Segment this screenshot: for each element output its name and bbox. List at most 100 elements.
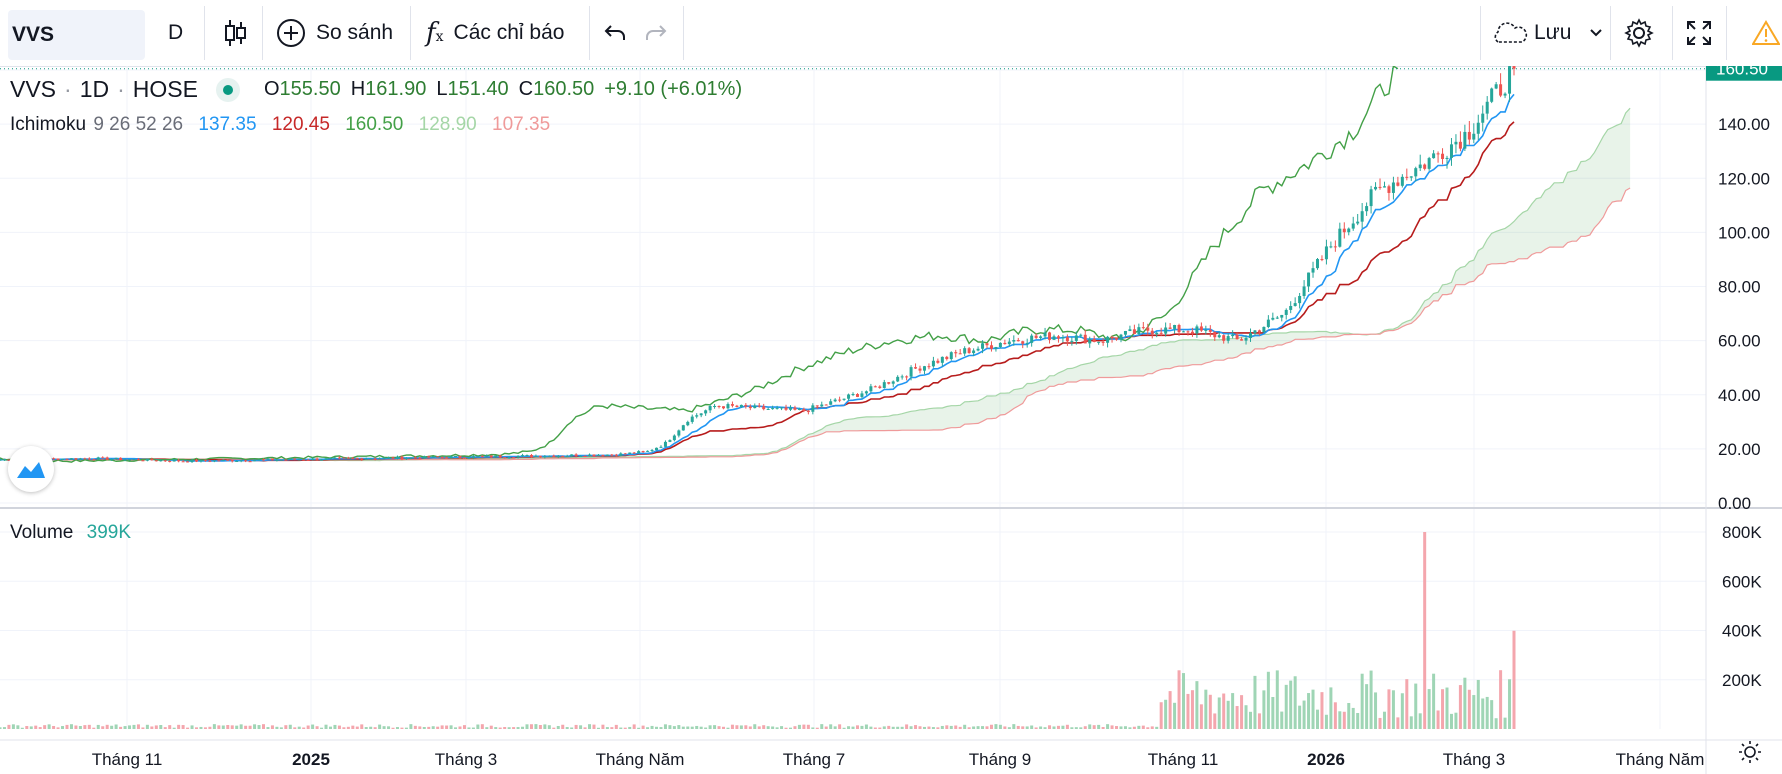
candle-body — [1043, 332, 1047, 337]
volume-bar — [677, 725, 681, 729]
low-value: 151.40 — [447, 78, 509, 100]
volume-bar — [391, 727, 395, 729]
volume-bar — [565, 727, 569, 729]
volume-bar — [538, 725, 542, 729]
volume-bar — [918, 726, 922, 729]
volume-bar — [485, 727, 489, 729]
candle-body — [641, 451, 645, 453]
volume-bar — [1280, 711, 1284, 729]
volume-bar — [914, 725, 918, 729]
volume-bar — [1307, 693, 1311, 729]
volume-bar — [177, 724, 181, 729]
volume-bar — [824, 726, 828, 729]
volume-bar — [1249, 711, 1253, 729]
chart-settings-sun-icon[interactable] — [1738, 740, 1762, 769]
top-toolbar: VVS D So sánh fx Các chỉ báo Lưu — [0, 0, 1782, 67]
volume-bar — [29, 726, 33, 729]
candle-body — [1128, 329, 1132, 331]
ichimoku-legend[interactable]: Ichimoku 9 26 52 26 137.35 120.45 160.50… — [10, 114, 550, 136]
volume-bar — [1204, 689, 1208, 729]
candle-body — [324, 458, 328, 460]
volume-bar — [905, 724, 909, 729]
volume-value: 399K — [86, 522, 132, 543]
volume-bar — [404, 727, 408, 729]
price-chart[interactable]: 0.00 20.00 40.00 60.00 80.00 100.00 120.00 140.… — [0, 66, 1782, 774]
candle-body — [1141, 327, 1145, 329]
candle-body — [565, 455, 569, 457]
volume-bar — [1351, 707, 1355, 729]
volume-bar — [489, 725, 493, 729]
volume-bar — [0, 727, 2, 729]
volume-bar — [1070, 727, 1074, 729]
interval-button[interactable]: D — [168, 0, 183, 66]
market-status-icon[interactable] — [215, 77, 240, 102]
volume-bar — [1257, 713, 1261, 729]
candle-body — [1150, 330, 1154, 335]
volume-bar — [632, 724, 636, 729]
volume-bar — [963, 724, 967, 729]
candle-body — [123, 459, 127, 461]
price-tick-label: 80.00 — [1718, 278, 1761, 297]
candle-body — [1177, 324, 1181, 333]
candle-body — [507, 457, 511, 459]
candlestick-chart-type-icon[interactable] — [222, 0, 248, 66]
candle-body — [887, 382, 891, 384]
candle-body — [1512, 66, 1516, 69]
candle-body — [972, 350, 976, 354]
volume-bar — [1132, 726, 1136, 729]
candle-body — [1436, 153, 1440, 155]
close-value: 160.50 — [533, 78, 595, 100]
candle-body — [797, 408, 801, 410]
last-price-label: 160.50 — [1716, 66, 1768, 79]
compare-button[interactable]: So sánh — [276, 0, 393, 66]
volume-bar — [722, 726, 726, 729]
volume-bar — [1074, 727, 1078, 729]
undo-icon[interactable] — [603, 0, 627, 66]
volume-bar — [449, 725, 453, 729]
volume-bar — [34, 725, 38, 729]
volume-bar — [1427, 689, 1431, 729]
volume-bar — [275, 726, 279, 729]
volume-bar — [900, 726, 904, 729]
candle-body — [1449, 144, 1453, 158]
tradingview-logo-icon[interactable] — [8, 446, 54, 492]
candle-body — [83, 458, 87, 460]
candle-body — [1266, 319, 1270, 327]
candle-body — [784, 407, 788, 410]
candle-body — [190, 459, 194, 463]
indicators-label: Các chỉ báo — [453, 21, 565, 44]
candle-body — [1387, 186, 1391, 193]
warning-icon[interactable] — [1752, 0, 1780, 66]
volume-bar — [1485, 696, 1489, 729]
candle-body — [1155, 332, 1159, 335]
candle-body — [141, 460, 145, 462]
candle-body — [52, 458, 56, 460]
leading-span-a-line — [116, 107, 1631, 462]
volume-bar — [422, 726, 426, 729]
redo-icon[interactable] — [644, 0, 668, 66]
settings-gear-icon[interactable] — [1624, 0, 1654, 66]
volume-bar — [253, 724, 257, 729]
fullscreen-icon[interactable] — [1686, 0, 1712, 66]
volume-bar — [369, 726, 373, 729]
candle-body — [208, 460, 212, 462]
candle-body — [981, 343, 985, 349]
indicators-button[interactable]: fx Các chỉ báo — [426, 0, 564, 66]
volume-bar — [1333, 702, 1337, 729]
cloud-fill — [116, 108, 1631, 461]
candle-body — [1423, 164, 1427, 169]
volume-bar — [74, 725, 78, 729]
candle-body — [744, 404, 748, 407]
volume-tick-label: 800K — [1722, 523, 1762, 542]
volume-bar — [293, 727, 297, 729]
candle-body — [623, 453, 627, 455]
candle-body — [650, 450, 654, 452]
time-tick-label: Tháng 3 — [1443, 750, 1505, 769]
symbol-search-input[interactable]: VVS — [8, 10, 145, 60]
volume-legend[interactable]: Volume 399K — [10, 522, 131, 544]
candle-body — [1065, 337, 1069, 342]
volume-bar — [395, 727, 399, 729]
save-button[interactable]: Lưu — [1490, 0, 1603, 66]
candle-body — [1445, 157, 1449, 160]
candle-body — [512, 457, 516, 459]
